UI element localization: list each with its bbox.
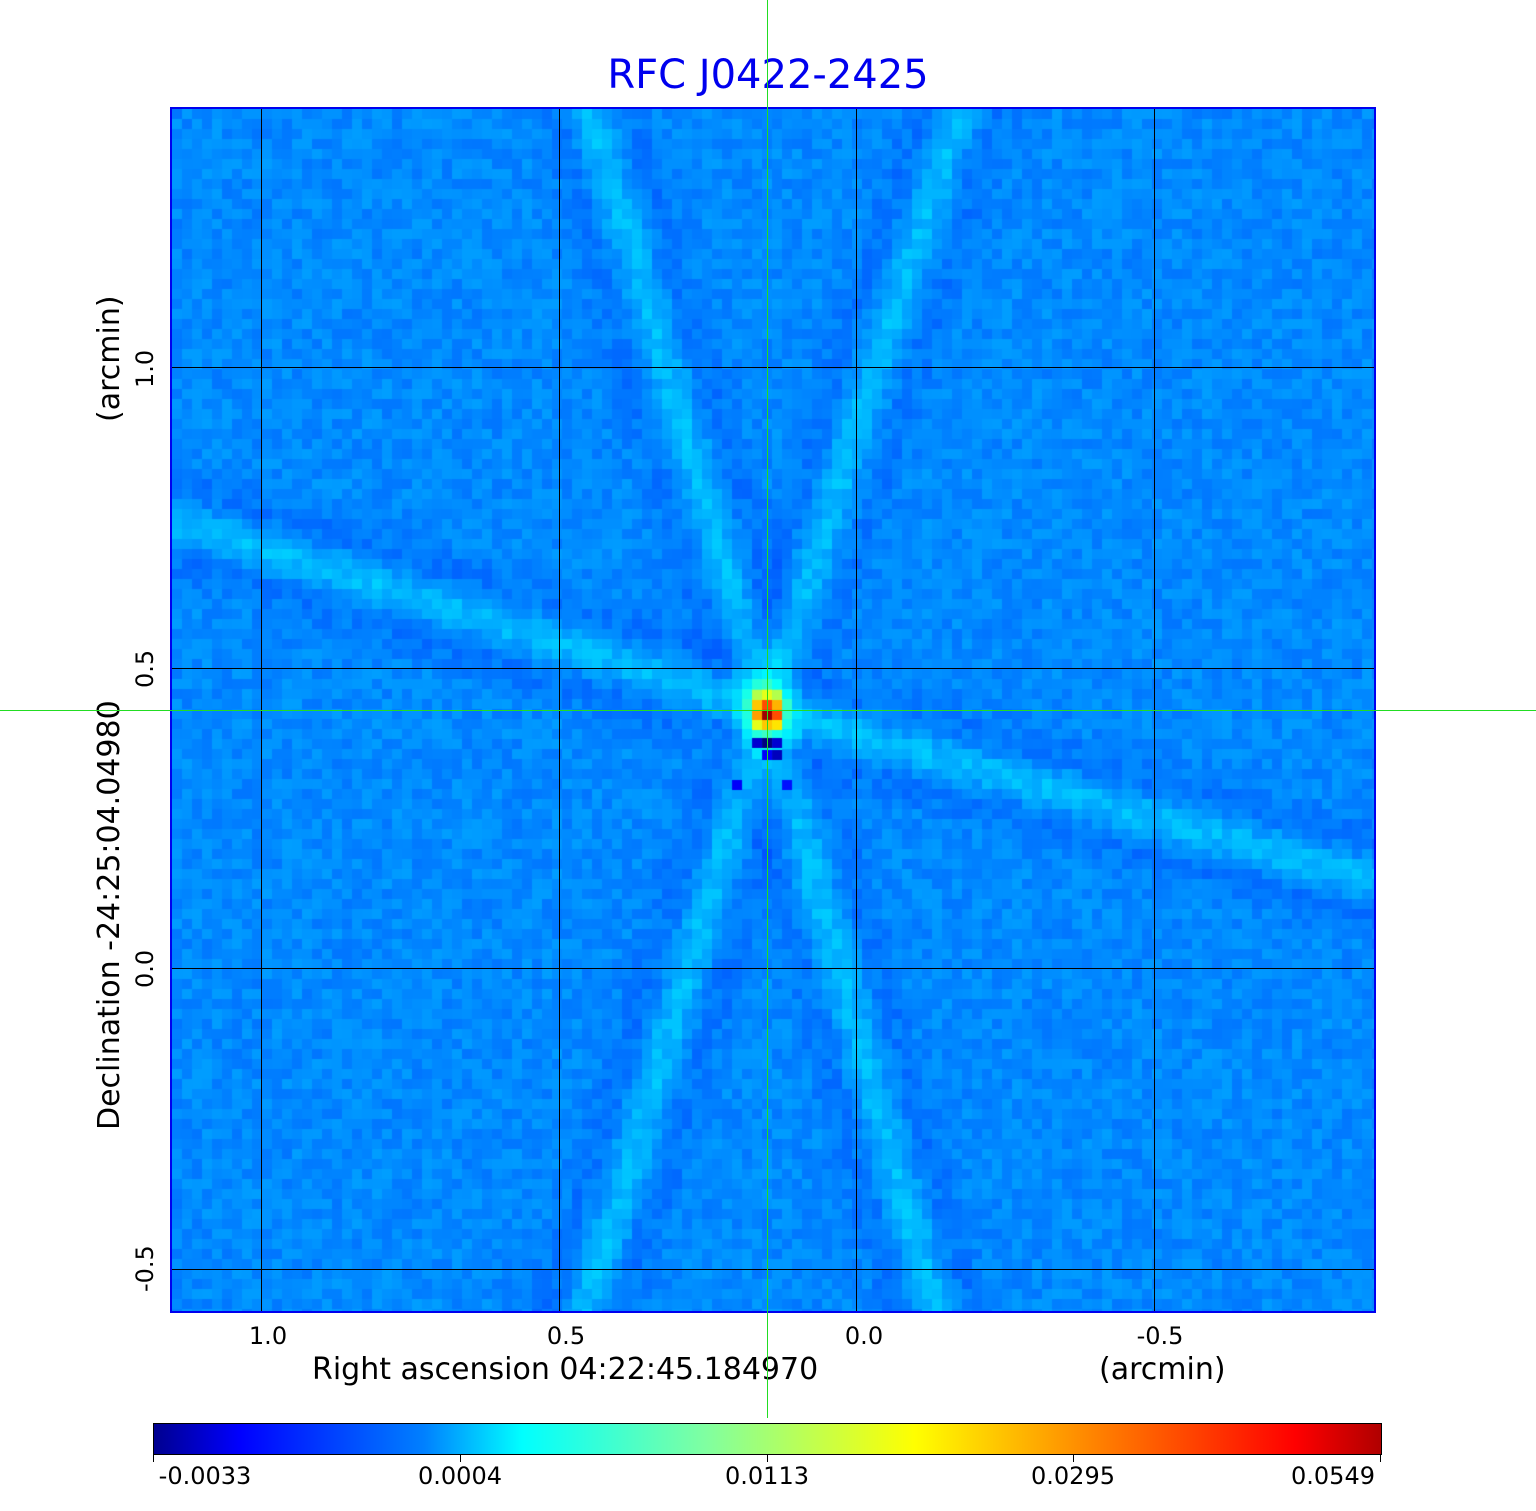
colorbar-tick <box>153 1454 154 1462</box>
colorbar-tick <box>460 1454 461 1462</box>
grid-line-horizontal <box>172 1268 1374 1270</box>
colorbar-tick-label: 0.0549 <box>1291 1462 1375 1490</box>
colorbar-tick-label: 0.0113 <box>725 1462 809 1490</box>
x-tick-label: 1.0 <box>248 1322 288 1350</box>
colorbar <box>153 1423 1382 1455</box>
colorbar-tick <box>1380 1454 1381 1462</box>
crosshair-horizontal <box>0 710 1536 711</box>
x-axis-label: Right ascension 04:22:45.184970 <box>312 1352 819 1387</box>
grid-line-horizontal <box>172 667 1374 669</box>
y-tick-label: 1.0 <box>131 349 159 388</box>
colorbar-tick <box>767 1454 768 1462</box>
x-axis-unit: (arcmin) <box>1099 1352 1226 1387</box>
y-axis-label: Declination -24:25:04.04980 <box>92 700 127 1130</box>
crosshair-vertical <box>767 0 769 1418</box>
y-tick-label: 0.5 <box>131 649 159 688</box>
y-axis-unit: (arcmin) <box>92 295 127 422</box>
grid-line-horizontal <box>172 968 1374 970</box>
x-tick-label: -0.5 <box>1136 1322 1184 1350</box>
y-tick-label: 0.0 <box>131 949 159 988</box>
x-tick-label: 0.5 <box>546 1322 586 1350</box>
y-tick-label: -0.5 <box>131 1245 159 1292</box>
x-tick-label: 0.0 <box>844 1322 884 1350</box>
colorbar-tick-label: -0.0033 <box>158 1462 252 1490</box>
colorbar-tick-label: 0.0295 <box>1031 1462 1115 1490</box>
grid-line-horizontal <box>172 367 1374 369</box>
colorbar-tick <box>1073 1454 1074 1462</box>
colorbar-tick-label: 0.0004 <box>418 1462 502 1490</box>
